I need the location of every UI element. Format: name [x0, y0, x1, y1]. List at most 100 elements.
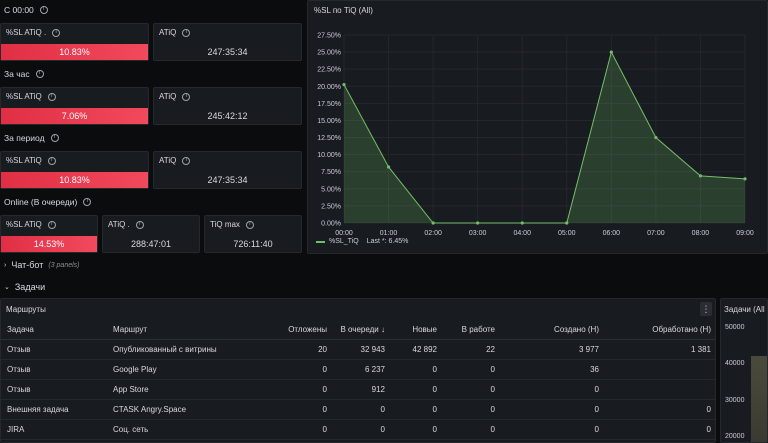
info-icon[interactable]: i	[52, 28, 61, 37]
stat-panel-atiq[interactable]: ATiQ i 245:42:12	[153, 87, 302, 125]
info-icon[interactable]: i	[47, 220, 56, 229]
row-panel-count: (3 panels)	[48, 261, 80, 269]
section-title-label: С 00:00	[4, 5, 34, 15]
data-point	[431, 221, 435, 225]
data-point	[520, 221, 524, 225]
stat-panel-atiq[interactable]: ATiQ . i 288:47:01	[102, 215, 200, 253]
table-cell: 0	[605, 419, 715, 440]
table-cell: 0	[277, 359, 333, 380]
tasks-all-panel[interactable]: Задачи (All 50000 40000 30000 20000	[720, 298, 768, 443]
stat-title-label: ATiQ	[159, 92, 177, 101]
y-tick-label: 7.50%	[321, 169, 341, 176]
y-tick-label: 0.00%	[321, 221, 341, 228]
data-point	[743, 177, 747, 181]
y-tick-label: 10.00%	[317, 152, 341, 159]
stat-panel-sl-atiq[interactable]: %SL ATiQ i 7.06%	[0, 87, 149, 125]
section-title-label: Online (В очереди)	[4, 197, 78, 207]
y-tick-label: 20.00%	[317, 84, 341, 91]
table-cell: Отзыв	[1, 359, 107, 380]
stat-title: %SL ATiQ i	[6, 92, 56, 101]
routes-table-panel[interactable]: Маршруты ⋮ Задача Маршрут Отложены В оче…	[0, 298, 716, 443]
panel-title: Задачи (All	[724, 305, 765, 314]
panel-menu-icon[interactable]: ⋮	[700, 302, 712, 316]
row-header-chatbot[interactable]: › Чат-бот (3 panels)	[4, 260, 80, 270]
stat-title-label: %SL ATiQ	[6, 156, 42, 165]
stat-title-label: TiQ max	[210, 220, 240, 229]
info-icon[interactable]: i	[135, 220, 144, 229]
info-icon[interactable]: i	[47, 156, 56, 165]
x-tick-label: 01:00	[380, 230, 398, 237]
stat-title-label: ATiQ	[159, 156, 177, 165]
legend-swatch	[316, 240, 325, 243]
y-tick-label: 12.50%	[317, 135, 341, 142]
table-row[interactable]: Отзыв Google Play 0 6 237 0 0 36	[1, 359, 715, 380]
chart-panel-sl-by-tiq[interactable]: %SL по TiQ (All) 0.00% 2.50% 5.00% 7.50% 10.…	[307, 0, 768, 254]
column-header[interactable]: Создано (Н)	[501, 321, 605, 340]
stat-panel-sl-atiq[interactable]: %SL ATiQ . i 10.83%	[0, 23, 149, 61]
table-cell: 0	[277, 419, 333, 440]
table-cell: 0	[391, 379, 443, 400]
column-header[interactable]: Отложены	[277, 321, 333, 340]
info-icon[interactable]: i	[83, 198, 92, 206]
row-title: Чат-бот	[11, 260, 44, 270]
column-header[interactable]: Маршрут	[107, 321, 277, 340]
stat-panel-tiq-max[interactable]: TiQ max i 726:11:40	[204, 215, 302, 253]
table-cell	[605, 379, 715, 400]
table-cell: Google Play	[107, 359, 277, 380]
table-cell: App Store	[107, 379, 277, 400]
section-title-label: За час	[4, 69, 30, 79]
series-area-fill	[344, 52, 745, 223]
stat-value: 247:35:34	[207, 47, 248, 57]
table-cell: 1 381	[605, 339, 715, 360]
table-cell: 0	[501, 379, 605, 400]
table-row[interactable]: Отзыв Опубликованный с витрины 20 32 943 42 …	[1, 339, 715, 360]
table-cell: 0	[333, 419, 391, 440]
stat-value: 10.83%	[1, 172, 148, 188]
info-icon[interactable]: i	[39, 6, 48, 14]
stat-panel-atiq[interactable]: ATiQ i 247:35:34	[153, 151, 302, 189]
column-header-sorted[interactable]: В очереди ↓	[333, 321, 391, 340]
table-row[interactable]: JIRA Соц. сеть 0 0 0 0 0 0	[1, 419, 715, 440]
info-icon[interactable]: i	[182, 156, 191, 165]
column-header[interactable]: Задача	[1, 321, 107, 340]
info-icon[interactable]: i	[47, 92, 56, 101]
table-cell: 0	[501, 419, 605, 440]
y-tick-label: 5.00%	[321, 186, 341, 193]
stat-panel-sl-atiq[interactable]: %SL ATiQ i 10.83%	[0, 151, 149, 189]
stat-title-label: %SL ATiQ	[6, 92, 42, 101]
section-title-since-midnight: С 00:00 i	[4, 5, 48, 15]
info-icon[interactable]: i	[182, 28, 191, 37]
section-title-last-hour: За час i	[4, 69, 44, 79]
table-cell	[605, 359, 715, 380]
table-cell: 32 943	[333, 339, 391, 360]
table-cell: 36	[501, 359, 605, 380]
info-icon[interactable]: i	[50, 134, 59, 142]
column-header[interactable]: Новые	[391, 321, 443, 340]
chart-legend[interactable]: %SL_TiQ Last *: 6.45%	[316, 238, 408, 245]
y-tick-label: 25.00%	[317, 50, 341, 57]
info-icon[interactable]: i	[245, 220, 254, 229]
stat-value: 726:11:40	[233, 239, 273, 249]
x-tick-label: 03:00	[469, 230, 487, 237]
y-tick: 40000	[725, 360, 745, 367]
table-row[interactable]: Внешняя задача CTASK Angry.Space 0 0 0 0 0 0	[1, 399, 715, 420]
data-point	[342, 82, 346, 87]
stat-panel-atiq[interactable]: ATiQ i 247:35:34	[153, 23, 302, 61]
row-title: Задачи	[14, 282, 46, 292]
chart-title: %SL по TiQ (All)	[314, 6, 373, 15]
section-title-label: За период	[4, 133, 45, 143]
column-header[interactable]: В работе	[443, 321, 501, 340]
info-icon[interactable]: i	[182, 92, 191, 101]
panel-title: Маршруты	[6, 305, 46, 314]
column-header[interactable]: Обработано (Н)	[605, 321, 715, 340]
info-icon[interactable]: i	[35, 70, 44, 78]
section-title-online: Online (В очереди) i	[4, 197, 92, 207]
stat-value: 7.06%	[1, 108, 148, 124]
table-row[interactable]: Отзыв App Store 0 912 0 0 0	[1, 379, 715, 400]
data-point	[386, 165, 391, 169]
row-header-tasks[interactable]: ⌄ Задачи	[4, 282, 45, 292]
stat-panel-sl-atiq[interactable]: %SL ATiQ i 14.53%	[0, 215, 98, 253]
x-tick-label: 09:00	[736, 230, 754, 237]
area-chart: 0.00% 2.50% 5.00% 7.50% 10.00% 12.50% 15.00% 17…	[317, 33, 754, 238]
y-tick-label: 15.00%	[317, 118, 341, 125]
